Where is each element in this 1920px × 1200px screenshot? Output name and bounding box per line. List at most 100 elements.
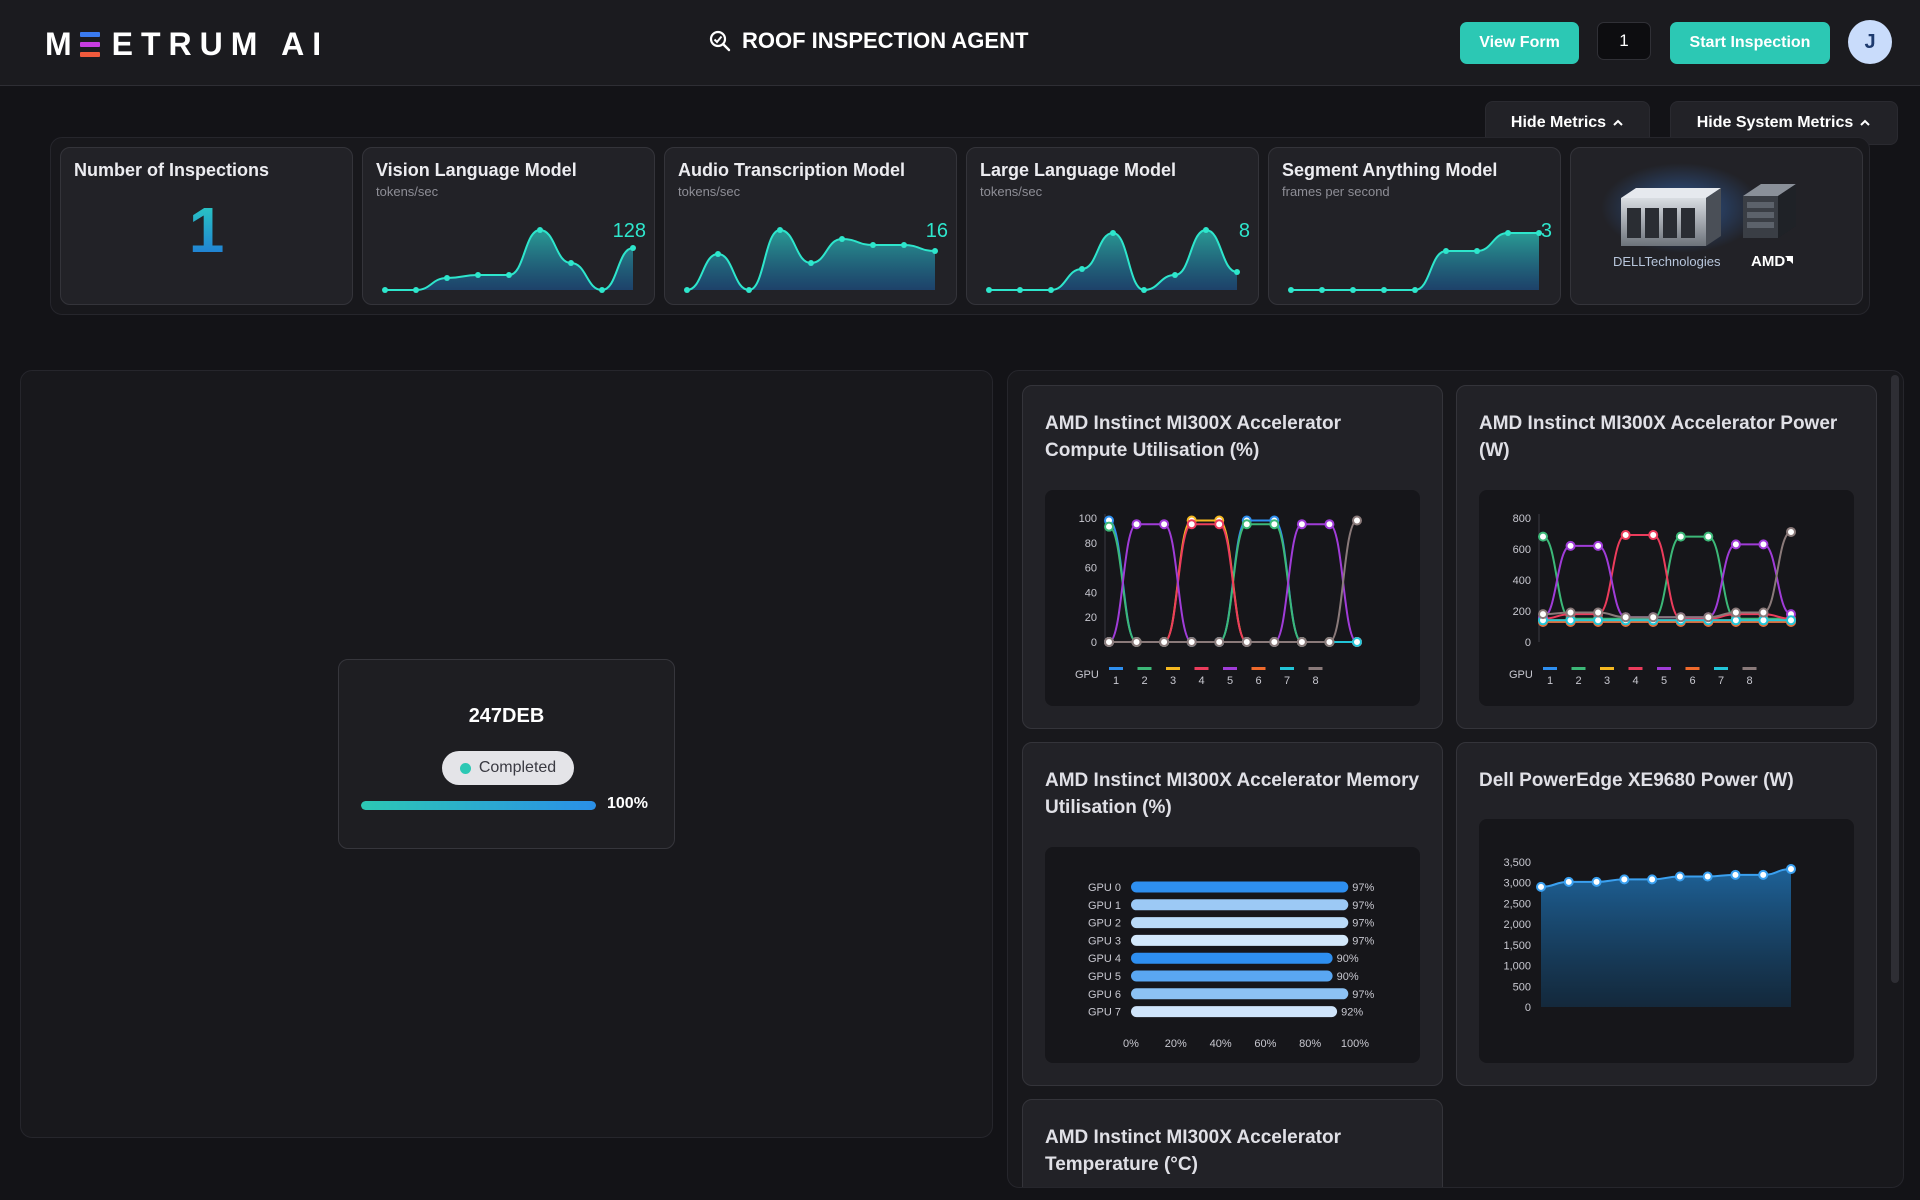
vlm-point — [537, 227, 543, 233]
compute-chart-series-point — [1324, 519, 1335, 530]
status-text: Completed — [478, 759, 557, 776]
memory-bar-value: 97% — [1352, 989, 1374, 1001]
compute-chart-series-point — [1186, 519, 1197, 530]
system-metrics-panel: AMD Instinct MI300X Accelerator Compute … — [1007, 370, 1904, 1188]
logo-e-mark — [79, 32, 104, 58]
inspection-job-card[interactable]: 247DEB Completed 100% — [338, 659, 675, 849]
model-metrics-strip: Number of Inspections 1 Vision Language … — [50, 137, 1870, 315]
power-chart-legend-swatch — [1685, 667, 1700, 670]
compute-chart-y-tick: 0 — [1091, 637, 1097, 649]
memory-bar — [1131, 881, 1349, 893]
power-chart-legend-swatch — [1714, 667, 1728, 670]
system-metrics-scrollbar[interactable] — [1891, 375, 1899, 983]
server-power-card: Dell PowerEdge XE9680 Power (W) 0 500 1,00… — [1456, 742, 1877, 1086]
memory-bar — [1131, 970, 1333, 982]
compute-chart-legend-swatch — [1280, 667, 1294, 670]
progress-percent: 100% — [607, 795, 648, 812]
memory-bar — [1131, 1006, 1338, 1018]
hide-metrics-label: Hide Metrics — [1510, 114, 1607, 131]
memory-bar — [1131, 899, 1349, 911]
server-y-tick: 500 — [1513, 981, 1531, 993]
llm-value: 8 — [1238, 220, 1250, 242]
atm-point — [870, 242, 876, 248]
atm-point — [808, 260, 814, 266]
power-chart-series-point — [1703, 612, 1714, 623]
power-chart-series-point — [1620, 612, 1631, 623]
power-chart-series-point — [1758, 539, 1769, 550]
power-chart-legend-label: 7 — [1718, 675, 1724, 687]
sam-point — [1319, 287, 1325, 293]
inspection-viewer-panel: 247DEB Completed 100% — [20, 370, 993, 1138]
memory-bar — [1131, 988, 1349, 1000]
inspections-card: Number of Inspections 1 — [60, 147, 353, 305]
server-power-point — [1730, 869, 1741, 880]
vlm-point — [568, 260, 574, 266]
compute-chart-series-point — [1131, 637, 1142, 647]
power-chart-series-point — [1538, 531, 1548, 542]
vlm-card: Vision Language Model tokens/sec 128 — [362, 147, 655, 305]
sam-sparkline — [1288, 230, 1542, 293]
server-power-line — [1540, 868, 1792, 888]
compute-chart-legend-label: 2 — [1141, 675, 1147, 687]
server-y-tick: 1,500 — [1503, 940, 1531, 952]
power-chart-legend-swatch — [1543, 667, 1557, 670]
llm-unit: tokens/sec — [980, 184, 1043, 199]
server-power-point — [1619, 874, 1630, 885]
sam-area — [1291, 233, 1539, 290]
vlm-unit: tokens/sec — [376, 184, 439, 199]
power-chart-legend-swatch — [1628, 667, 1643, 670]
sam-point — [1505, 230, 1511, 236]
atm-line — [686, 228, 936, 292]
start-inspection-button[interactable]: Start Inspection — [1670, 22, 1830, 64]
power-chart-series-point — [1758, 607, 1769, 618]
compute-chart-legend-swatch — [1194, 667, 1209, 670]
llm-point — [1110, 230, 1116, 236]
amd-arrow-icon — [1785, 256, 1793, 264]
compute-chart-legend-swatch — [1109, 667, 1123, 670]
power-chart-series-point — [1703, 531, 1714, 542]
sam-point — [1288, 287, 1294, 293]
power-chart-series-line — [1542, 534, 1792, 620]
job-id: 247DEB — [468, 705, 545, 727]
memory-bar-value: 97% — [1352, 900, 1374, 912]
user-avatar[interactable]: J — [1848, 20, 1892, 64]
server-y-tick: 1,000 — [1503, 961, 1531, 973]
vlm-area — [385, 230, 633, 290]
power-chart-legend-swatch — [1657, 667, 1671, 670]
compute-chart-legend-label: 6 — [1255, 675, 1261, 687]
power-chart-y-tick: 600 — [1513, 544, 1531, 556]
compute-utilisation-title: AMD Instinct MI300X Accelerator Compute … — [1045, 413, 1341, 461]
memory-bar-value: 92% — [1341, 1007, 1363, 1019]
power-chart-legend-label: 2 — [1575, 675, 1581, 687]
progress-bar — [361, 801, 596, 810]
compute-chart-series-point — [1104, 521, 1114, 532]
power-chart-series-point — [1648, 612, 1659, 623]
compute-chart-y-tick: 40 — [1085, 587, 1097, 599]
atm-title: Audio Transcription Model — [678, 160, 906, 180]
power-chart-legend-label: 1 — [1547, 675, 1553, 687]
power-chart-legend-label: 5 — [1661, 675, 1667, 687]
server-y-tick: 0 — [1525, 1002, 1531, 1014]
inspection-count-input[interactable]: 1 — [1597, 22, 1651, 60]
compute-chart-legend-label: 3 — [1170, 675, 1176, 687]
compute-chart-series-line — [1108, 523, 1357, 643]
memory-utilisation-title: AMD Instinct MI300X Accelerator Memory U… — [1045, 770, 1420, 818]
sam-point — [1350, 287, 1356, 293]
server-power-point — [1786, 864, 1796, 875]
llm-card: Large Language Model tokens/sec 8 — [966, 147, 1259, 305]
compute-chart-series-point — [1159, 637, 1170, 647]
vlm-point — [475, 272, 481, 278]
view-form-button[interactable]: View Form — [1460, 22, 1579, 64]
memory-bar — [1131, 934, 1349, 946]
power-chart-series-point — [1675, 612, 1686, 623]
server-y-tick: 3,500 — [1503, 857, 1531, 869]
top-bar: M ETRUM AI ROOF INSPECTION AGENT View For… — [0, 0, 1920, 86]
partner-logos-card: DELLTechnologies AMD — [1570, 147, 1863, 305]
hide-system-metrics-label: Hide System Metrics — [1696, 114, 1854, 131]
memory-bar-label: GPU 2 — [1088, 918, 1121, 930]
power-chart-series-point — [1565, 607, 1576, 618]
server-power-point — [1674, 871, 1685, 882]
sam-point — [1412, 287, 1418, 293]
power-chart-y-tick: 0 — [1525, 637, 1531, 649]
